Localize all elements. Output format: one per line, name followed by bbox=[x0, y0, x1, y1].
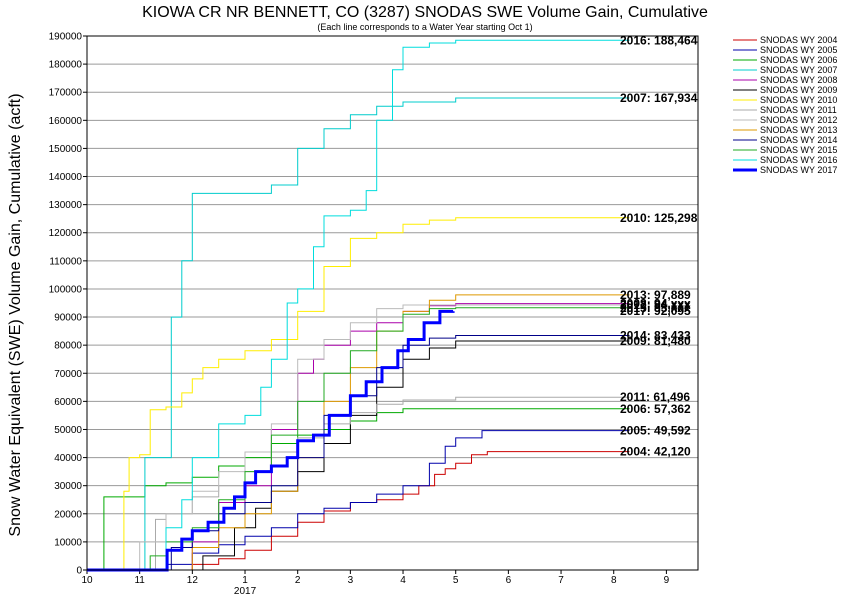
y-tick-label: 180000 bbox=[49, 60, 83, 71]
y-tick-label: 130000 bbox=[49, 200, 83, 211]
series-line-6 bbox=[87, 340, 630, 571]
y-tick-label: 100000 bbox=[49, 284, 83, 295]
x-tick-label: 4 bbox=[400, 575, 406, 586]
end-label-7: 2010: 125,298 bbox=[620, 211, 698, 225]
x-tick-label: 12 bbox=[187, 575, 199, 586]
legend-entry-3: SNODAS WY 2006 bbox=[760, 55, 837, 65]
legend-entry-1: SNODAS WY 2004 bbox=[760, 35, 837, 45]
y-tick-label: 140000 bbox=[49, 172, 83, 183]
y-ticks: 0 10000 20000 30000 40000 50000 60000 70000 8000… bbox=[49, 32, 87, 577]
y-tick-label: 90000 bbox=[54, 313, 82, 324]
series-line-7 bbox=[87, 217, 630, 571]
y-tick-label: 0 bbox=[76, 566, 82, 577]
end-label-1: 2004: 42,120 bbox=[620, 445, 691, 459]
legend-entry-4: SNODAS WY 2007 bbox=[760, 65, 837, 75]
y-tick-label: 20000 bbox=[54, 509, 82, 520]
end-label-2: 2005: 49,592 bbox=[620, 424, 691, 438]
x-tick-label: 3 bbox=[348, 575, 354, 586]
x-tick-label: 6 bbox=[506, 575, 512, 586]
y-tick-label: 160000 bbox=[49, 116, 83, 127]
y-tick-label: 170000 bbox=[49, 88, 83, 99]
legend-entry-6: SNODAS WY 2009 bbox=[760, 85, 837, 95]
y-axis-label: Snow Water Equivalent (SWE) Volume Gain,… bbox=[7, 93, 24, 536]
y-tick-label: 150000 bbox=[49, 144, 83, 155]
plot-frame bbox=[86, 35, 699, 571]
legend-entry-12: SNODAS WY 2015 bbox=[760, 145, 837, 155]
x-tick-label: 1 bbox=[242, 575, 248, 586]
legend-entry-10: SNODAS WY 2013 bbox=[760, 125, 837, 135]
y-tick-label: 120000 bbox=[49, 228, 83, 239]
end-label-12: 2015: 93,xxx bbox=[620, 301, 691, 315]
legend-entry-9: SNODAS WY 2012 bbox=[760, 115, 837, 125]
legend-entry-8: SNODAS WY 2011 bbox=[760, 105, 837, 115]
series-lines bbox=[87, 39, 630, 572]
end-label-10: 2013: 97,889 bbox=[620, 288, 691, 302]
y-tick-label: 60000 bbox=[54, 397, 82, 408]
series-line-4 bbox=[87, 97, 630, 571]
end-label-6: 2009: 81,480 bbox=[620, 334, 691, 348]
legend-entry-13: SNODAS WY 2016 bbox=[760, 155, 837, 165]
x-tick-label: 8 bbox=[611, 575, 617, 586]
x-tick-label: 10 bbox=[81, 575, 93, 586]
chart-title: KIOWA CR NR BENNETT, CO (3287) SNODAS SW… bbox=[142, 4, 708, 21]
x-tick-label: 9 bbox=[664, 575, 670, 586]
end-label-9: 2012: 94,xxx bbox=[620, 298, 691, 312]
legend-entry-11: SNODAS WY 2014 bbox=[760, 135, 837, 145]
end-label-11: 2014: 83,433 bbox=[620, 329, 691, 343]
end-labels: 2004: 42,120 2005: 49,592 2006: 57,362 2007… bbox=[620, 33, 698, 458]
y-tick-label: 70000 bbox=[54, 369, 82, 380]
x-tick-label: 7 bbox=[558, 575, 564, 586]
end-label-3: 2006: 57,362 bbox=[620, 402, 691, 416]
end-label-5: 2008: 94,xxx bbox=[620, 297, 691, 311]
legend-entry-5: SNODAS WY 2008 bbox=[760, 75, 837, 85]
legend-entry-2: SNODAS WY 2005 bbox=[760, 45, 837, 55]
series-line-13 bbox=[87, 39, 630, 571]
y-tick-label: 40000 bbox=[54, 453, 82, 464]
chart-subtitle: (Each line corresponds to a Water Year s… bbox=[317, 22, 532, 32]
series-line-14 bbox=[87, 309, 455, 572]
end-label-8: 2011: 61,496 bbox=[620, 390, 690, 404]
y-tick-label: 30000 bbox=[54, 481, 82, 492]
x-tick-label: 11 bbox=[134, 575, 145, 586]
end-label-14: 2017: 92,095 bbox=[620, 304, 691, 318]
y-tick-label: 80000 bbox=[54, 341, 82, 352]
legend-entry-14: SNODAS WY 2017 bbox=[760, 165, 837, 175]
x-tick-label: 2 bbox=[295, 575, 301, 586]
y-tick-label: 50000 bbox=[54, 425, 82, 436]
y-tick-label: 190000 bbox=[49, 32, 83, 43]
x-year-label: 2017 bbox=[234, 586, 257, 597]
legend-entry-7: SNODAS WY 2010 bbox=[760, 95, 837, 105]
end-label-4: 2007: 167,934 bbox=[620, 91, 698, 105]
end-label-13: 2016: 188,464 bbox=[620, 33, 698, 47]
y-tick-label: 10000 bbox=[54, 537, 82, 548]
y-tick-label: 110000 bbox=[49, 256, 82, 267]
x-tick-label: 5 bbox=[453, 575, 459, 586]
